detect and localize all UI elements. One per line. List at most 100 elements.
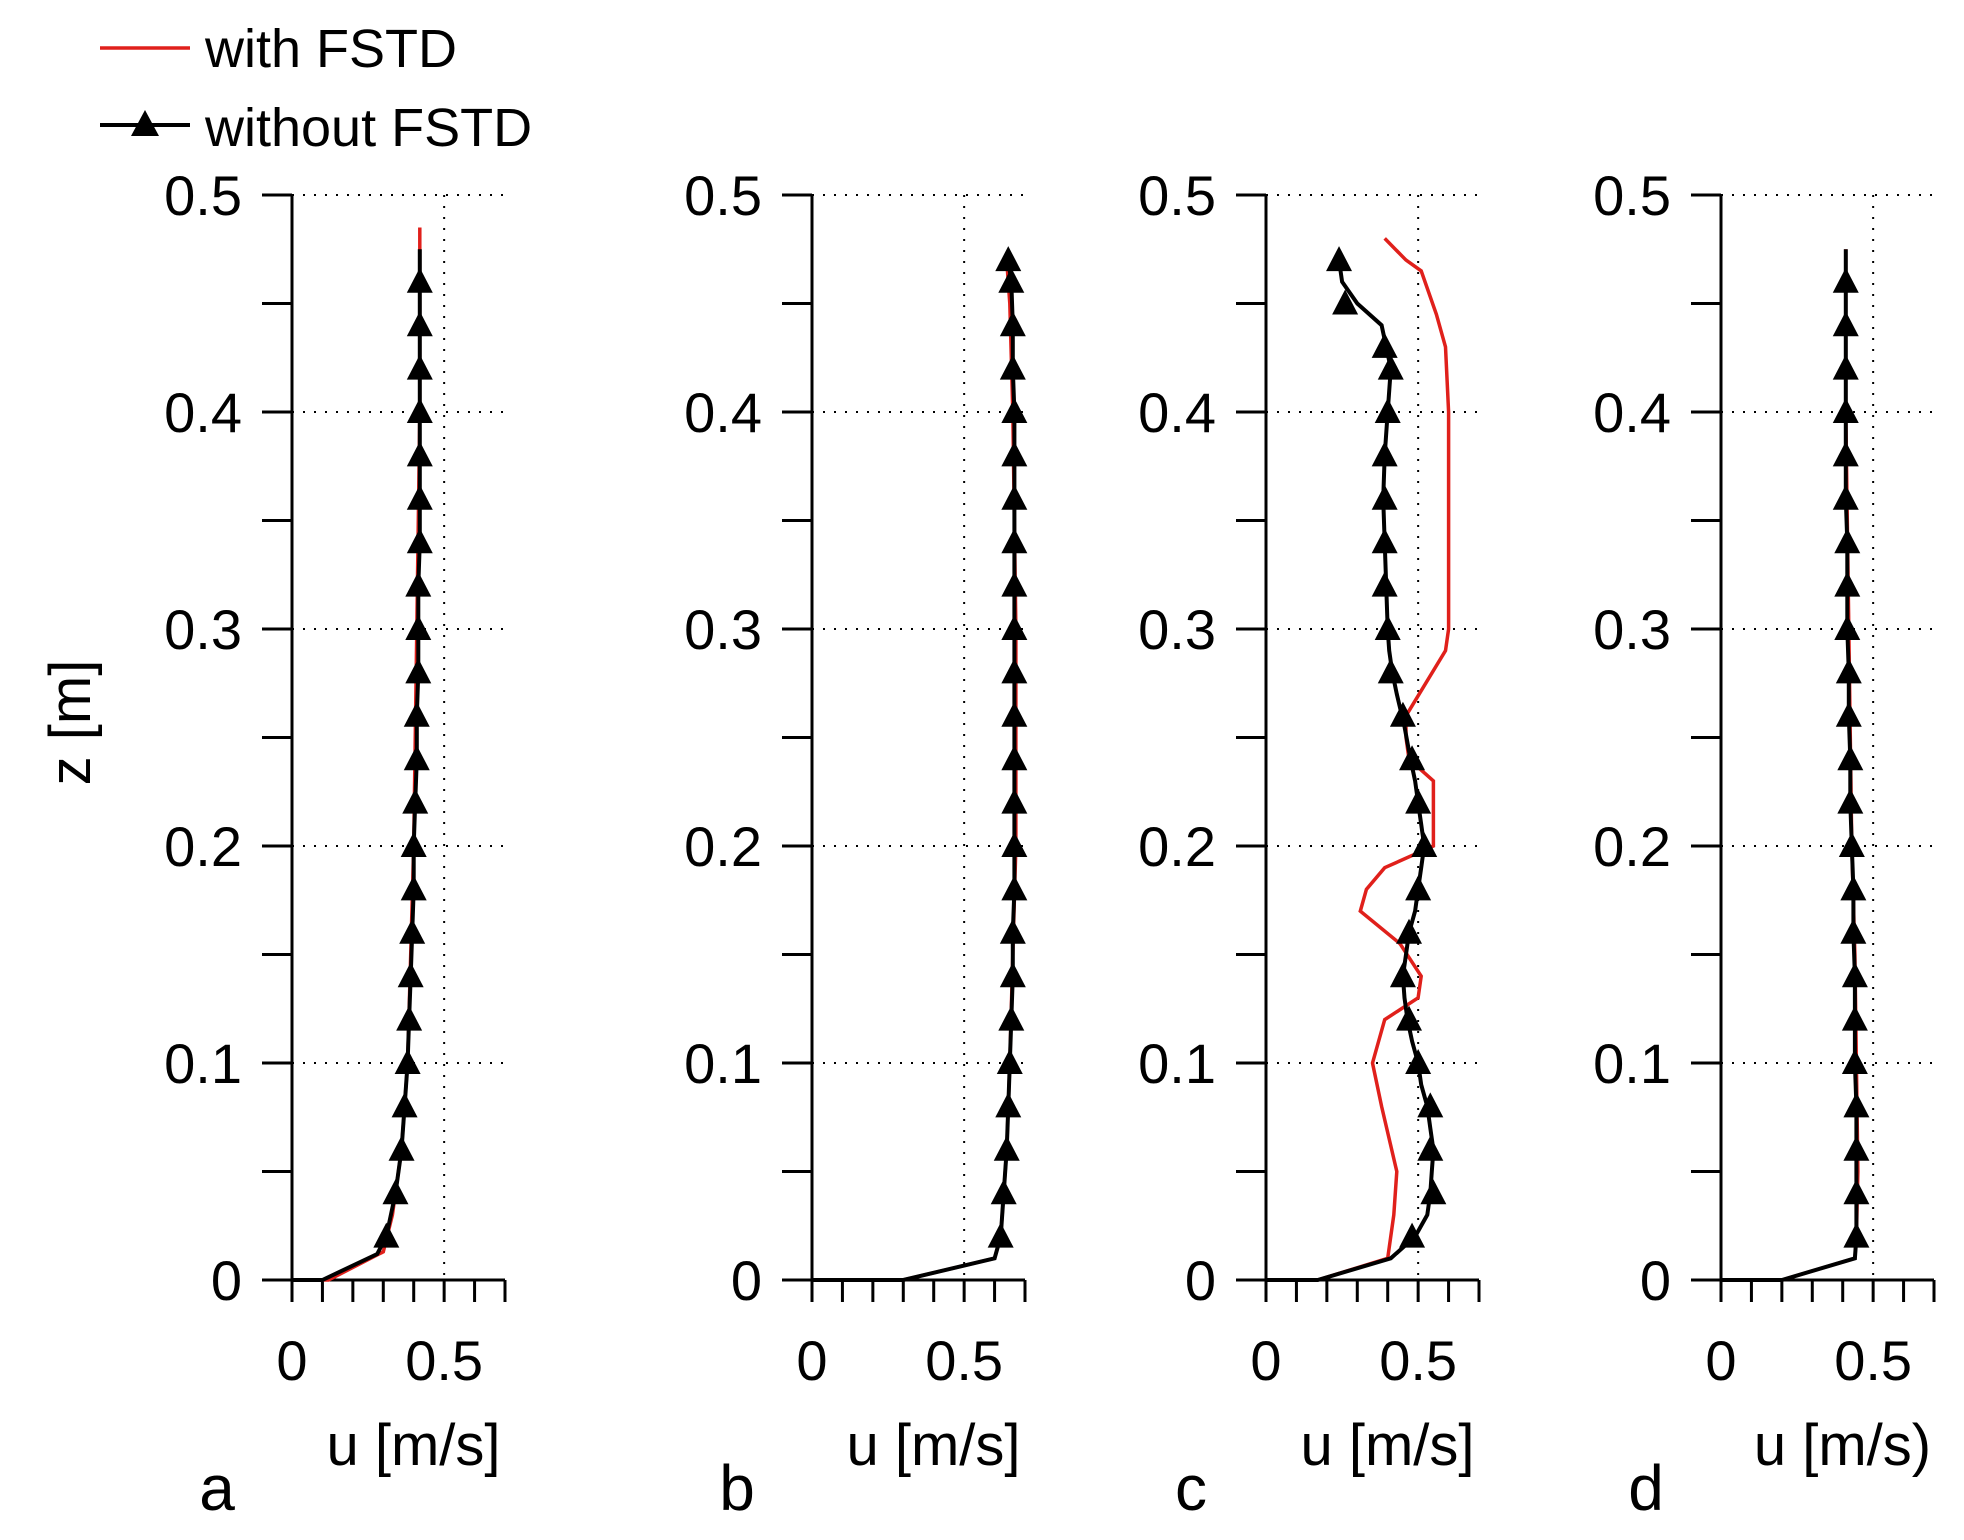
series-without-fstd-line [1721, 249, 1859, 1282]
triangle-marker [1371, 528, 1398, 554]
triangle-marker [1001, 441, 1028, 467]
triangle-marker [1832, 354, 1859, 380]
triangle-marker [391, 1092, 418, 1118]
triangle-marker [1001, 701, 1028, 727]
triangle-marker [987, 1222, 1014, 1248]
x-tick-label: 0 [796, 1329, 827, 1392]
triangle-marker [1832, 441, 1859, 467]
triangle-marker [399, 918, 426, 944]
series-without-fstd-line [292, 249, 422, 1282]
y-tick-label: 0.4 [1138, 381, 1216, 444]
legend-triangle-icon [131, 110, 159, 136]
triangle-marker [1371, 332, 1398, 358]
series-with-fstd-line [812, 259, 1018, 1282]
triangle-marker [1841, 962, 1868, 988]
triangle-marker [1420, 1179, 1447, 1205]
y-tick-label: 0 [1640, 1249, 1671, 1312]
y-tick-label: 0.2 [1138, 815, 1216, 878]
legend: with FSTD without FSTD [100, 19, 532, 158]
y-tick-label: 0 [731, 1249, 762, 1312]
legend-without-label: without FSTD [204, 98, 532, 158]
triangle-marker [1832, 484, 1859, 510]
y-tick-label: 0.5 [1138, 164, 1216, 227]
triangle-marker [1840, 918, 1867, 944]
triangle-marker [1371, 441, 1398, 467]
triangle-marker [1001, 571, 1028, 597]
y-tick-label: 0.4 [164, 381, 242, 444]
panel-letter: d [1628, 1452, 1664, 1524]
triangle-marker [406, 441, 433, 467]
triangle-marker [1841, 1049, 1868, 1074]
triangle-marker [1835, 701, 1862, 727]
triangle-marker [1371, 571, 1398, 597]
series-with-fstd-line [1266, 237, 1451, 1282]
x-tick-label: 0 [276, 1329, 307, 1392]
triangle-marker [1001, 484, 1028, 510]
y-tick-label: 0.2 [1593, 815, 1671, 878]
y-tick-label: 0.3 [164, 598, 242, 661]
triangle-marker [1001, 398, 1028, 423]
triangle-marker [406, 354, 433, 380]
triangle-marker [1389, 962, 1416, 988]
triangle-marker [1377, 354, 1404, 380]
triangle-marker [1832, 267, 1859, 293]
triangle-marker [1417, 1135, 1444, 1161]
panel-letter: b [719, 1452, 755, 1524]
x-tick-label: 0 [1705, 1329, 1736, 1392]
y-tick-label: 0 [211, 1249, 242, 1312]
triangle-marker [1396, 1005, 1423, 1031]
triangle-marker [397, 962, 424, 988]
triangle-marker [1001, 875, 1028, 901]
triangle-marker [998, 267, 1025, 293]
y-tick-label: 0.5 [684, 164, 762, 227]
triangle-marker [1399, 745, 1426, 771]
triangle-marker [1834, 528, 1861, 554]
triangle-marker [400, 875, 427, 901]
triangle-marker [1374, 398, 1401, 423]
y-tick-label: 0.3 [684, 598, 762, 661]
triangle-marker [1832, 311, 1859, 337]
triangle-marker [1405, 1049, 1432, 1074]
panel-c: 0 0.1 0.2 0.3 0.4 0.5 0 0.5 u [m/s] c [1138, 164, 1481, 1524]
triangle-marker [406, 311, 433, 337]
triangle-marker [1843, 1092, 1870, 1118]
x-tick-label: 0 [1250, 1329, 1281, 1392]
triangle-marker [1396, 918, 1423, 944]
y-tick-label: 0.5 [1593, 164, 1671, 227]
series-with-fstd-line [292, 227, 422, 1282]
triangle-marker [1371, 484, 1398, 510]
triangle-marker [1332, 289, 1359, 315]
triangle-marker [1840, 875, 1867, 901]
triangle-marker [405, 658, 432, 684]
triangle-marker [1001, 745, 1028, 771]
triangle-marker [396, 1005, 423, 1031]
triangle-marker [1001, 832, 1028, 857]
panel-d: 0 0.1 0.2 0.3 0.4 0.5 0 0.5 u [m/s) d [1593, 164, 1936, 1524]
x-tick-label: 0.5 [1834, 1329, 1912, 1392]
x-axis-label: u [m/s] [846, 1413, 1020, 1478]
triangle-marker [1389, 701, 1416, 727]
triangle-marker [999, 354, 1026, 380]
series-with-fstd-line [1721, 249, 1860, 1282]
triangle-marker [1001, 788, 1028, 814]
y-tick-label: 0.4 [1593, 381, 1671, 444]
panel-letter: a [199, 1452, 235, 1524]
triangle-marker [388, 1135, 415, 1161]
triangle-marker [405, 571, 432, 597]
triangle-marker [1838, 832, 1865, 857]
triangle-marker [406, 484, 433, 510]
triangle-marker [1843, 1222, 1870, 1248]
triangle-marker [993, 1135, 1020, 1161]
y-tick-label: 0.1 [684, 1032, 762, 1095]
y-tick-label: 0.2 [684, 815, 762, 878]
triangle-marker [1405, 788, 1432, 814]
x-tick-label: 0.5 [1379, 1329, 1457, 1392]
triangle-marker [1377, 658, 1404, 684]
y-tick-label: 0.1 [1593, 1032, 1671, 1095]
panel-a: 0 0.1 0.2 0.3 0.4 0.5 0 0.5 u [m/s] a z [m] [38, 164, 507, 1524]
triangle-marker [999, 311, 1026, 337]
x-tick-label: 0.5 [925, 1329, 1003, 1392]
legend-with-label: with FSTD [204, 19, 457, 79]
triangle-marker [400, 832, 427, 857]
triangle-marker [1326, 246, 1353, 272]
